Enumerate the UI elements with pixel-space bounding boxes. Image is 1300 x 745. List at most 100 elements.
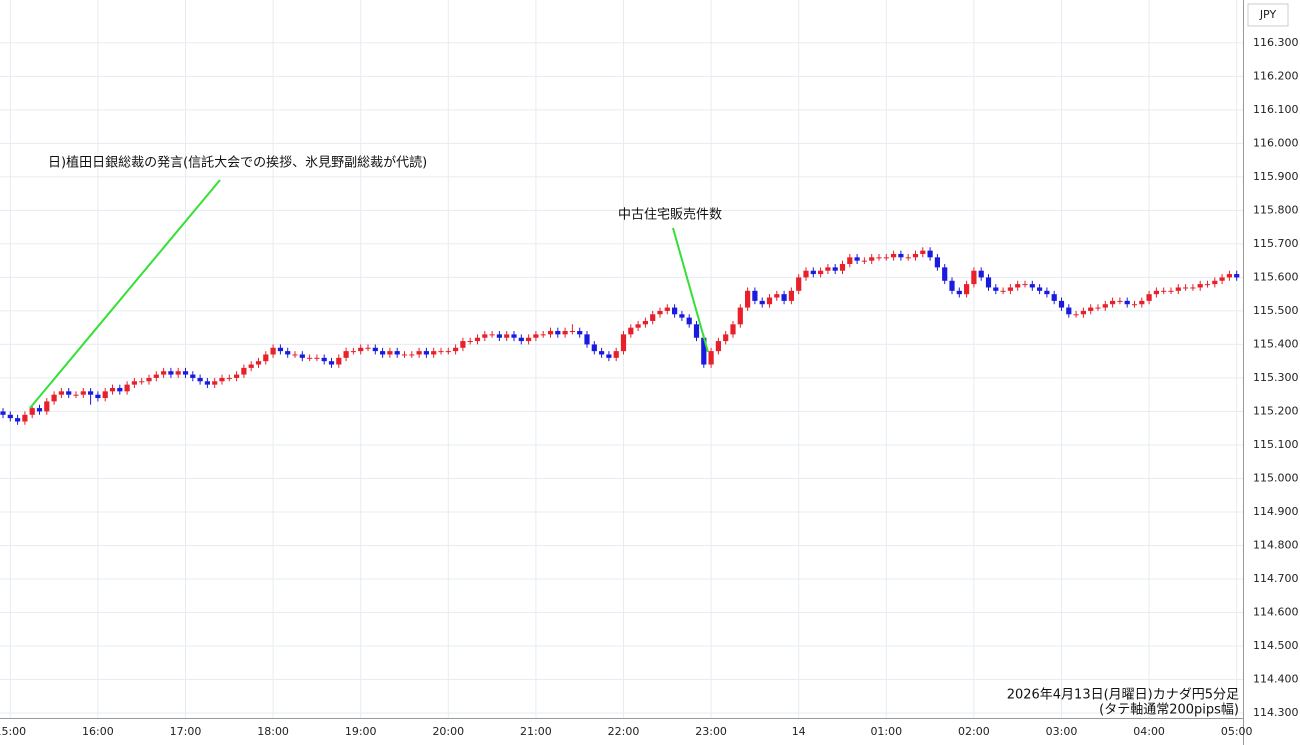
candle-body [438,351,444,353]
candle-body [175,371,181,375]
candle-body [321,357,327,362]
candle-body [139,381,145,383]
candle-body [1168,290,1174,292]
candle-body [168,371,174,375]
candle-body [453,347,459,352]
x-tick-label: 19:00 [345,725,377,738]
candle-body [445,351,451,353]
candle-body [1058,300,1065,308]
candle-body [664,307,670,311]
candle-body [1212,280,1218,285]
annotation-arrow [672,227,709,353]
candle-body [204,381,210,385]
candle-body [489,334,495,336]
candle-body [117,387,123,392]
candle-body [409,354,415,356]
candle-body [745,290,751,308]
y-tick-label: 114.700 [1253,572,1299,585]
candle-body [606,354,612,358]
candle-body [248,364,254,368]
candle-body [1117,300,1123,302]
candle-body [161,371,167,375]
candle-body [832,267,838,271]
candle-body [292,354,298,356]
candle-body [985,277,992,288]
candle-body [927,250,933,258]
candle-body [978,270,984,278]
candle-body [1219,277,1225,281]
candle-body [854,257,860,261]
candle-body [774,294,780,298]
candle-body [599,351,605,355]
y-tick-label: 116.000 [1253,136,1299,149]
candle-body [1037,287,1043,291]
candle-body [964,284,970,295]
candle-body [810,270,816,275]
candle-body [861,260,867,262]
candle-body [708,351,714,365]
y-tick-label: 115.500 [1253,304,1299,317]
candle-body [642,320,648,325]
candle-body [555,331,561,335]
y-tick-label: 116.100 [1253,103,1299,116]
x-tick-label: 04:00 [1133,725,1165,738]
candle-body [423,351,429,355]
candle-body [182,371,189,375]
candle-body [730,324,736,335]
y-tick-label: 115.700 [1253,237,1299,250]
candle-body [1197,284,1203,288]
x-tick-label: 01:00 [870,725,902,738]
candle-body [1073,314,1079,316]
candle-body [1095,307,1101,309]
y-tick-label: 115.200 [1253,404,1299,417]
x-tick-label: 20:00 [432,725,464,738]
candle-body [44,401,50,412]
candle-body [350,351,356,353]
candle-body [1131,304,1138,306]
candle-body [869,257,875,261]
candle-body [1051,294,1057,301]
y-tick-label: 115.600 [1253,270,1299,283]
candle-body [1015,284,1021,288]
candle-body [1124,300,1130,305]
candle-body [219,377,225,382]
candle-body [80,391,86,395]
candle-body [66,391,72,395]
candle-body [737,307,743,325]
candle-body [431,351,437,355]
candle-body [146,377,152,382]
y-tick-label: 116.300 [1253,36,1299,49]
candle-body [394,351,400,355]
candle-body [51,394,57,402]
candle-body [686,317,692,325]
candle-body [1175,287,1181,291]
y-tick-label: 114.400 [1253,672,1299,685]
candle-body [328,361,335,365]
candle-body [511,334,517,338]
candle-body [956,290,962,295]
candle-body [7,414,13,419]
candle-body [299,354,305,358]
x-tick-label: 22:00 [608,725,640,738]
annotation: 日)植田日銀総裁の発言(信託大会での挨拶、氷見野副総裁が代読) [48,155,427,171]
candle-body [993,287,999,291]
candle-body [1029,284,1035,288]
candle-body [847,257,853,265]
candle-body [358,347,364,352]
candle-body [825,267,831,271]
candle-body [212,381,218,385]
candle-body [547,331,554,335]
candle-body [1161,290,1167,292]
candle-body [672,307,678,315]
candle-body [88,391,94,395]
candle-body [540,334,546,336]
y-tick-label: 114.900 [1253,505,1299,518]
candle-body [526,337,532,342]
candle-body [270,347,276,355]
candle-body [1007,287,1013,291]
candle-body [1146,294,1152,301]
y-tick-label: 114.300 [1253,706,1299,719]
candle-body [58,391,64,395]
